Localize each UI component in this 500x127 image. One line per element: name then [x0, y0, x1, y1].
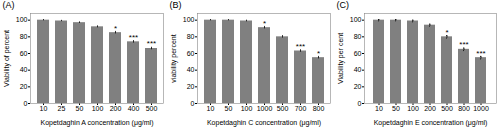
svg-text:60: 60	[354, 50, 362, 57]
svg-text:500: 500	[441, 105, 453, 112]
svg-text:60: 60	[187, 50, 195, 57]
svg-text:700: 700	[295, 105, 307, 112]
svg-text:80: 80	[20, 33, 28, 40]
svg-text:100: 100	[92, 105, 104, 112]
svg-text:1000: 1000	[473, 105, 489, 112]
svg-text:Viability of percent: Viability of percent	[3, 30, 11, 87]
svg-text:*: *	[445, 28, 448, 37]
svg-text:100: 100	[407, 105, 419, 112]
svg-text:Viability per cent: Viability per cent	[337, 33, 345, 84]
svg-text:1000: 1000	[257, 105, 273, 112]
svg-text:25: 25	[58, 105, 66, 112]
svg-text:100: 100	[183, 16, 195, 23]
svg-text:***: ***	[129, 33, 138, 42]
svg-text:100: 100	[241, 105, 253, 112]
svg-text:20: 20	[20, 83, 28, 90]
svg-text:Kopetdaghin E concentration (μ: Kopetdaghin E concentration (μg/ml)	[374, 119, 488, 127]
svg-text:800: 800	[458, 105, 470, 112]
svg-text:50: 50	[392, 105, 400, 112]
svg-text:***: ***	[459, 40, 468, 49]
svg-text:0: 0	[191, 100, 195, 107]
svg-text:100: 100	[16, 16, 28, 23]
svg-text:(A): (A)	[3, 0, 15, 10]
svg-text:10: 10	[40, 105, 48, 112]
svg-text:***: ***	[476, 49, 485, 58]
svg-text:10: 10	[207, 105, 215, 112]
svg-text:50: 50	[76, 105, 84, 112]
svg-text:100: 100	[350, 16, 362, 23]
svg-text:800: 800	[313, 105, 325, 112]
svg-text:0: 0	[24, 100, 28, 107]
svg-text:*: *	[263, 19, 266, 28]
svg-text:viability percent: viability percent	[170, 34, 178, 82]
svg-text:200: 200	[110, 105, 122, 112]
svg-text:(B): (B)	[170, 0, 182, 10]
svg-text:0: 0	[358, 100, 362, 107]
svg-text:*: *	[317, 49, 320, 58]
svg-text:80: 80	[187, 33, 195, 40]
svg-text:20: 20	[354, 83, 362, 90]
svg-text:***: ***	[147, 39, 156, 48]
svg-text:500: 500	[277, 105, 289, 112]
svg-text:50: 50	[225, 105, 233, 112]
svg-text:40: 40	[20, 66, 28, 73]
svg-text:200: 200	[424, 105, 436, 112]
svg-text:40: 40	[187, 66, 195, 73]
svg-text:400: 400	[128, 105, 140, 112]
svg-text:500: 500	[146, 105, 158, 112]
svg-text:Kopetdaghin A concentration (μ: Kopetdaghin A concentration (μg/ml)	[41, 119, 154, 127]
svg-text:*: *	[114, 24, 117, 33]
svg-text:(C): (C)	[337, 0, 350, 10]
svg-text:***: ***	[296, 42, 305, 51]
svg-text:40: 40	[354, 66, 362, 73]
svg-text:Kopetdaghin C concentration (μ: Kopetdaghin C concentration (μg/ml)	[207, 119, 321, 127]
svg-text:80: 80	[354, 33, 362, 40]
svg-text:60: 60	[20, 50, 28, 57]
svg-text:20: 20	[187, 83, 195, 90]
svg-text:10: 10	[375, 105, 383, 112]
